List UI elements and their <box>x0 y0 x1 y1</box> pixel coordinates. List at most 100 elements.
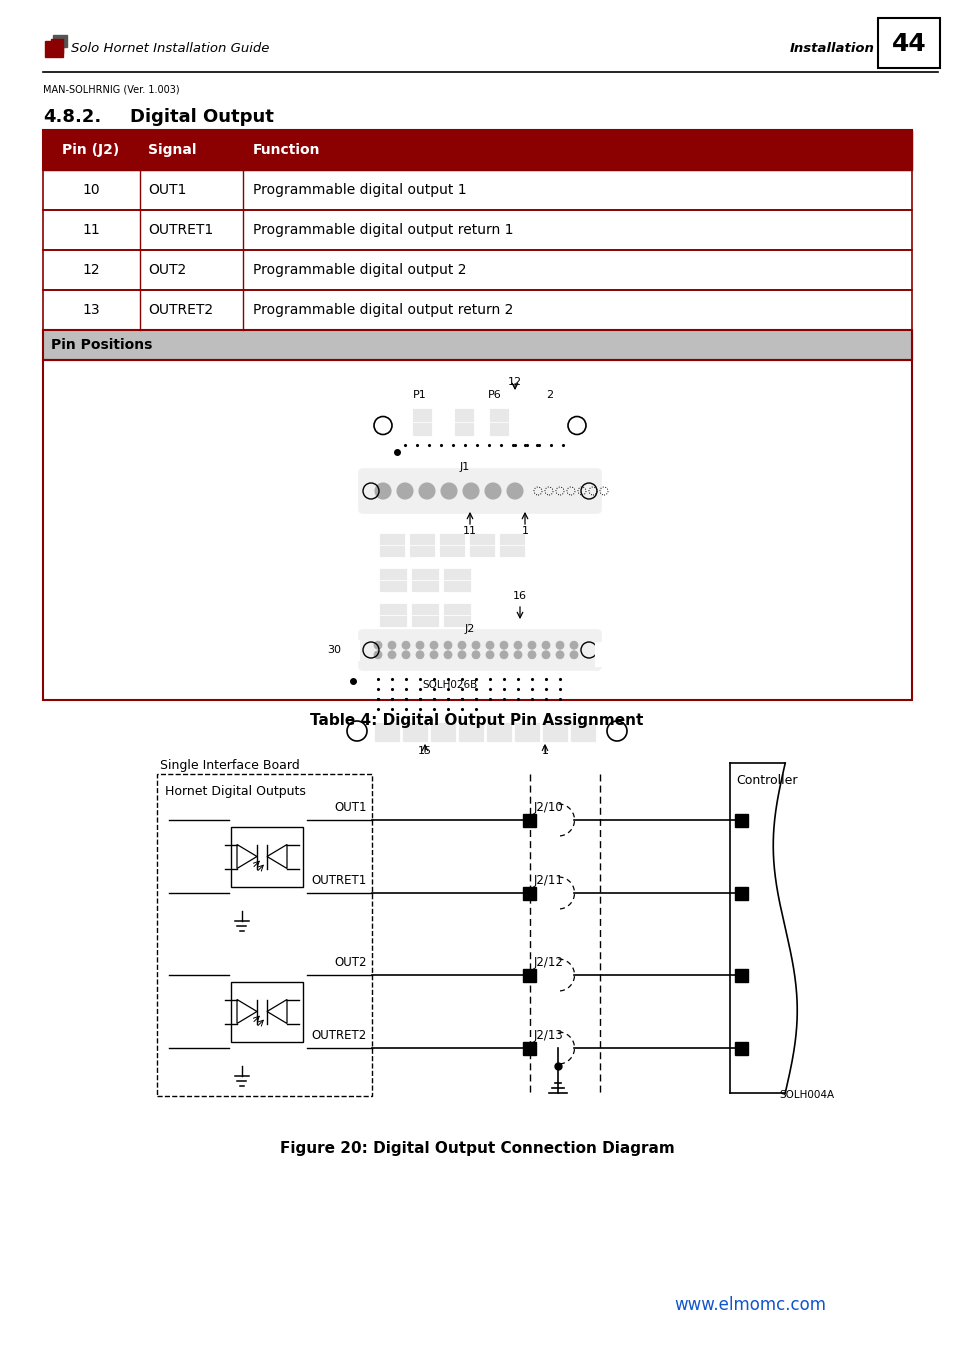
Text: P1: P1 <box>413 390 426 400</box>
Bar <box>412 603 437 614</box>
Bar <box>412 616 437 626</box>
Bar <box>523 814 536 826</box>
Text: Pin Positions: Pin Positions <box>51 338 152 352</box>
Text: OUT1: OUT1 <box>335 801 367 814</box>
Text: OUT2: OUT2 <box>148 263 186 277</box>
Text: MAN-SOLHRNIG (Ver. 1.003): MAN-SOLHRNIG (Ver. 1.003) <box>43 84 179 95</box>
Circle shape <box>485 651 494 659</box>
Text: SOLH004A: SOLH004A <box>779 1089 834 1100</box>
Text: 44: 44 <box>891 32 925 55</box>
Bar <box>43 360 911 701</box>
Bar <box>455 409 473 421</box>
Circle shape <box>375 483 391 499</box>
Circle shape <box>472 641 479 649</box>
Bar <box>379 568 406 579</box>
Text: J2/11: J2/11 <box>534 873 563 887</box>
Circle shape <box>374 651 381 659</box>
Circle shape <box>416 641 423 649</box>
Bar <box>412 580 437 591</box>
Text: Single Interface Board: Single Interface Board <box>160 760 299 772</box>
Bar <box>443 616 470 626</box>
Circle shape <box>443 641 452 649</box>
Bar <box>43 130 911 170</box>
Text: Programmable digital output return 1: Programmable digital output return 1 <box>253 223 513 238</box>
Circle shape <box>485 641 494 649</box>
Circle shape <box>506 483 522 499</box>
Circle shape <box>388 641 395 649</box>
Text: 11: 11 <box>82 223 100 238</box>
Bar <box>523 968 536 981</box>
Bar <box>53 35 67 47</box>
Bar <box>443 568 470 579</box>
Bar <box>877 18 939 68</box>
Circle shape <box>457 641 465 649</box>
Text: Figure 20: Digital Output Connection Diagram: Figure 20: Digital Output Connection Dia… <box>279 1141 674 1156</box>
Bar <box>470 535 494 544</box>
Text: Hornet Digital Outputs: Hornet Digital Outputs <box>165 786 306 798</box>
Circle shape <box>556 641 563 649</box>
Text: 13: 13 <box>82 302 100 317</box>
Bar <box>734 814 747 826</box>
Circle shape <box>514 651 521 659</box>
Circle shape <box>374 641 381 649</box>
Bar <box>379 580 406 591</box>
Text: Programmable digital output 2: Programmable digital output 2 <box>253 263 466 277</box>
Bar <box>43 250 911 290</box>
Bar <box>43 329 911 360</box>
Text: 11: 11 <box>462 526 476 536</box>
Text: Controller: Controller <box>735 775 797 787</box>
Bar <box>51 39 63 53</box>
Polygon shape <box>267 845 287 868</box>
Bar <box>431 724 455 741</box>
Bar <box>402 724 427 741</box>
Bar <box>523 887 536 899</box>
Bar <box>443 580 470 591</box>
Text: Table 4: Digital Output Pin Assignment: Table 4: Digital Output Pin Assignment <box>310 713 643 728</box>
Bar <box>499 535 523 544</box>
Bar <box>443 603 470 614</box>
Text: Digital Output: Digital Output <box>130 108 274 126</box>
Bar <box>458 724 482 741</box>
Text: 2: 2 <box>546 390 553 400</box>
Bar <box>413 409 431 421</box>
Bar <box>379 535 403 544</box>
Polygon shape <box>267 999 287 1023</box>
Text: 30: 30 <box>327 645 340 655</box>
Text: OUT2: OUT2 <box>335 956 367 969</box>
Text: 10: 10 <box>82 184 100 197</box>
Bar <box>571 724 595 741</box>
Circle shape <box>462 483 478 499</box>
Bar <box>231 981 303 1041</box>
Circle shape <box>556 651 563 659</box>
Bar <box>734 1041 747 1054</box>
Bar <box>43 290 911 329</box>
FancyBboxPatch shape <box>358 630 600 670</box>
Text: Solo Hornet Installation Guide: Solo Hornet Installation Guide <box>71 42 269 55</box>
Text: OUTRET2: OUTRET2 <box>312 1029 367 1042</box>
Text: J2: J2 <box>464 624 475 634</box>
Text: 12: 12 <box>507 377 521 387</box>
Bar <box>439 535 463 544</box>
Circle shape <box>443 651 452 659</box>
Circle shape <box>401 651 410 659</box>
Circle shape <box>499 641 507 649</box>
Bar <box>410 535 434 544</box>
Text: Programmable digital output 1: Programmable digital output 1 <box>253 184 466 197</box>
Bar <box>379 616 406 626</box>
Bar <box>486 724 511 741</box>
Circle shape <box>418 483 435 499</box>
Circle shape <box>457 651 465 659</box>
Bar <box>523 1041 536 1054</box>
Bar <box>45 40 63 57</box>
Bar <box>542 724 566 741</box>
Text: www.elmomc.com: www.elmomc.com <box>673 1296 825 1314</box>
Circle shape <box>514 641 521 649</box>
Text: Function: Function <box>253 143 320 157</box>
Bar <box>410 545 434 556</box>
Bar <box>412 568 437 579</box>
Bar <box>43 211 911 250</box>
Circle shape <box>430 651 437 659</box>
Circle shape <box>499 651 507 659</box>
Bar <box>43 360 911 701</box>
Bar <box>413 423 431 435</box>
